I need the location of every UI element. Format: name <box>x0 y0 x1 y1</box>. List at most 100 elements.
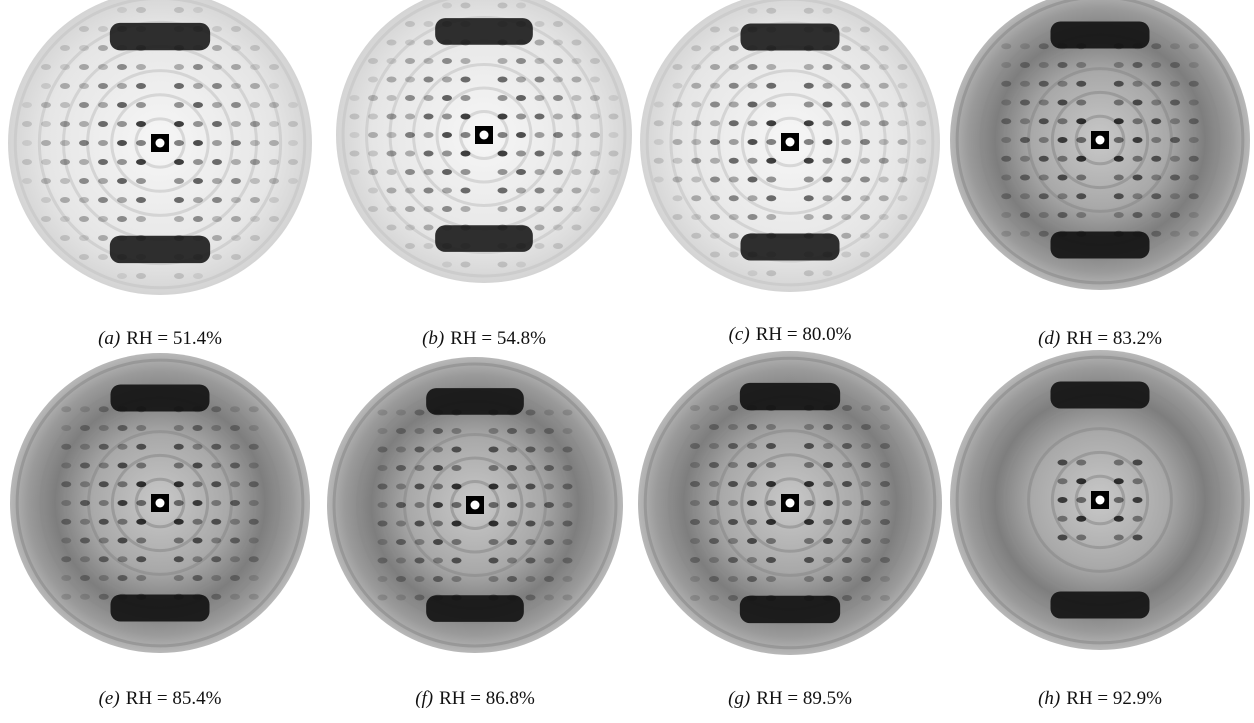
spot <box>916 102 926 108</box>
spot <box>396 465 406 471</box>
spot <box>747 595 757 601</box>
spot <box>544 484 554 490</box>
spot <box>396 595 406 601</box>
spot <box>231 102 241 108</box>
spot <box>442 77 452 83</box>
spot <box>535 225 545 231</box>
spot <box>823 595 833 601</box>
spot <box>433 428 443 434</box>
spot <box>212 121 222 127</box>
spot <box>1151 137 1161 143</box>
spot <box>1058 156 1068 162</box>
spot <box>231 83 241 89</box>
spot <box>1170 156 1180 162</box>
spot <box>387 132 397 138</box>
spot <box>60 121 70 127</box>
center-beam <box>156 499 165 508</box>
spot <box>879 139 889 145</box>
spot <box>1076 516 1086 522</box>
spot <box>544 558 554 564</box>
spot <box>250 140 260 146</box>
spot <box>553 77 563 83</box>
spot <box>79 26 89 32</box>
spot <box>860 64 870 70</box>
spot <box>118 519 128 525</box>
spot <box>396 558 406 564</box>
spot <box>1114 231 1124 237</box>
spot <box>766 576 776 582</box>
spot <box>61 425 71 431</box>
spot <box>1189 81 1199 87</box>
spot <box>1170 212 1180 218</box>
spot <box>766 8 776 14</box>
spot <box>79 102 89 108</box>
spot <box>804 443 814 449</box>
spot <box>117 159 127 165</box>
spot <box>1001 212 1011 218</box>
center-beam <box>1096 136 1105 145</box>
spot <box>842 595 852 601</box>
spot <box>553 169 563 175</box>
spot <box>1114 478 1124 484</box>
spot <box>563 558 573 564</box>
panel-caption: (a)RH = 51.4% <box>98 328 222 349</box>
spot <box>516 3 526 9</box>
spot <box>249 556 259 562</box>
panel-caption: (g)RH = 89.5% <box>728 688 852 709</box>
spot <box>1170 193 1180 199</box>
spot <box>249 594 259 600</box>
spot <box>442 3 452 9</box>
spot <box>387 58 397 64</box>
spot <box>516 95 526 101</box>
spot <box>249 575 259 581</box>
spot <box>1020 62 1030 68</box>
diffraction-panel <box>640 0 940 292</box>
spot <box>563 447 573 453</box>
spot <box>710 158 720 164</box>
spot <box>98 235 108 241</box>
spot <box>1076 231 1086 237</box>
panel-text: RH = 86.8% <box>439 688 535 709</box>
spot <box>535 169 545 175</box>
spot <box>489 410 499 416</box>
spot <box>823 64 833 70</box>
spot <box>1076 62 1086 68</box>
spot <box>231 178 241 184</box>
spot <box>60 178 70 184</box>
spot <box>590 114 600 120</box>
spot <box>98 140 108 146</box>
spot <box>860 83 870 89</box>
spot <box>1039 100 1049 106</box>
spot <box>60 197 70 203</box>
spot <box>1076 81 1086 87</box>
spot <box>489 447 499 453</box>
spot <box>452 539 462 545</box>
spot <box>1020 156 1030 162</box>
spot <box>461 132 471 138</box>
spot <box>79 121 89 127</box>
spot <box>861 500 871 506</box>
spot <box>728 538 738 544</box>
spot <box>80 519 90 525</box>
spot <box>193 121 203 127</box>
spot <box>498 151 508 157</box>
spot <box>41 216 51 222</box>
spot <box>654 120 664 126</box>
spot <box>461 3 471 9</box>
spot <box>269 216 279 222</box>
spot <box>898 120 908 126</box>
spot <box>405 206 415 212</box>
spot <box>212 102 222 108</box>
spot <box>654 158 664 164</box>
spot <box>1170 100 1180 106</box>
spot <box>544 521 554 527</box>
spot <box>710 83 720 89</box>
spot <box>729 64 739 70</box>
spot <box>1076 535 1086 541</box>
spot <box>230 481 240 487</box>
panel-label: (b) <box>422 328 444 349</box>
spot <box>193 64 203 70</box>
spot <box>212 26 222 32</box>
spot <box>766 139 776 145</box>
spot <box>673 158 683 164</box>
